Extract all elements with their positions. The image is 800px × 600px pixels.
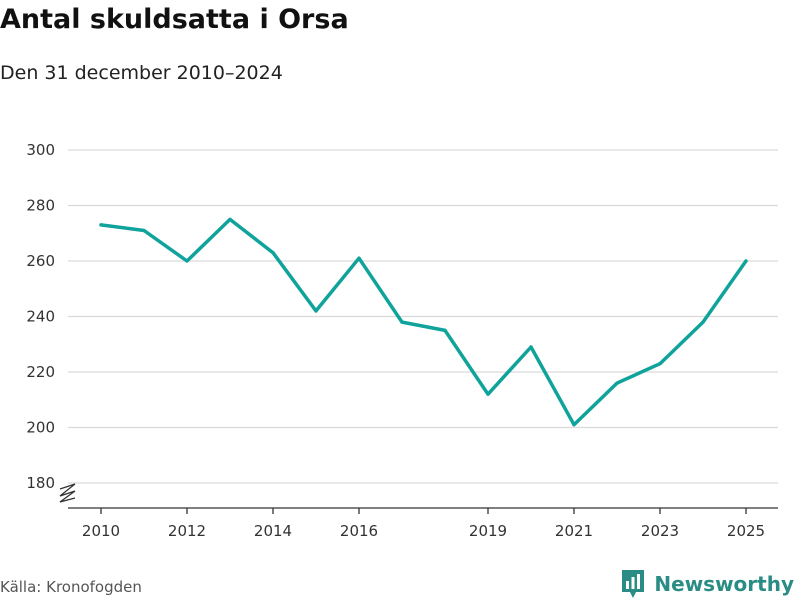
newsworthy-logo-icon (622, 570, 645, 598)
data-point (572, 423, 576, 427)
series-line (99, 217, 748, 427)
y-tick-label: 300 (26, 141, 55, 159)
data-point (443, 328, 447, 332)
x-tick-label: 2010 (82, 522, 120, 540)
data-point (142, 228, 146, 233)
brand-logo: Newsworthy (620, 568, 794, 600)
data-point (744, 259, 748, 263)
data-point (615, 381, 619, 385)
source-note: Källa: Kronofogden (0, 578, 142, 596)
x-tick-label: 2021 (555, 522, 593, 540)
data-point (99, 223, 103, 227)
data-point (314, 309, 318, 313)
chart-subtitle: Den 31 december 2010–2024 (0, 62, 283, 84)
axis-break-mark (59, 483, 76, 503)
x-tick-label: 2019 (469, 522, 507, 540)
brand-name: Newsworthy (654, 572, 794, 596)
data-point (529, 345, 533, 349)
y-axis-ticks: 180 200 220 240 260 280 300 (26, 141, 55, 492)
data-point (658, 362, 662, 366)
data-series (99, 217, 748, 427)
data-point (486, 392, 490, 396)
x-tick-label: 2016 (340, 522, 378, 540)
data-point (400, 320, 404, 324)
data-point (701, 320, 705, 324)
data-point (357, 256, 361, 260)
y-tick-label: 260 (26, 252, 55, 270)
x-tick-label: 2023 (641, 522, 679, 540)
chart-title: Antal skuldsatta i Orsa (0, 4, 349, 35)
x-axis-ticks: 2010 2012 2014 2016 2019 2021 2023 2025 (82, 508, 765, 540)
data-point (271, 251, 275, 255)
y-tick-label: 240 (26, 308, 55, 326)
y-tick-label: 220 (26, 363, 55, 381)
axis-break-icon (59, 483, 76, 503)
data-point (185, 259, 189, 263)
y-tick-label: 180 (26, 474, 55, 492)
gridlines (68, 149, 778, 484)
x-tick-label: 2014 (254, 522, 292, 540)
y-tick-label: 200 (26, 419, 55, 437)
x-tick-label: 2025 (727, 522, 765, 540)
y-tick-label: 280 (26, 197, 55, 215)
x-tick-label: 2012 (168, 522, 206, 540)
data-point (228, 217, 232, 221)
